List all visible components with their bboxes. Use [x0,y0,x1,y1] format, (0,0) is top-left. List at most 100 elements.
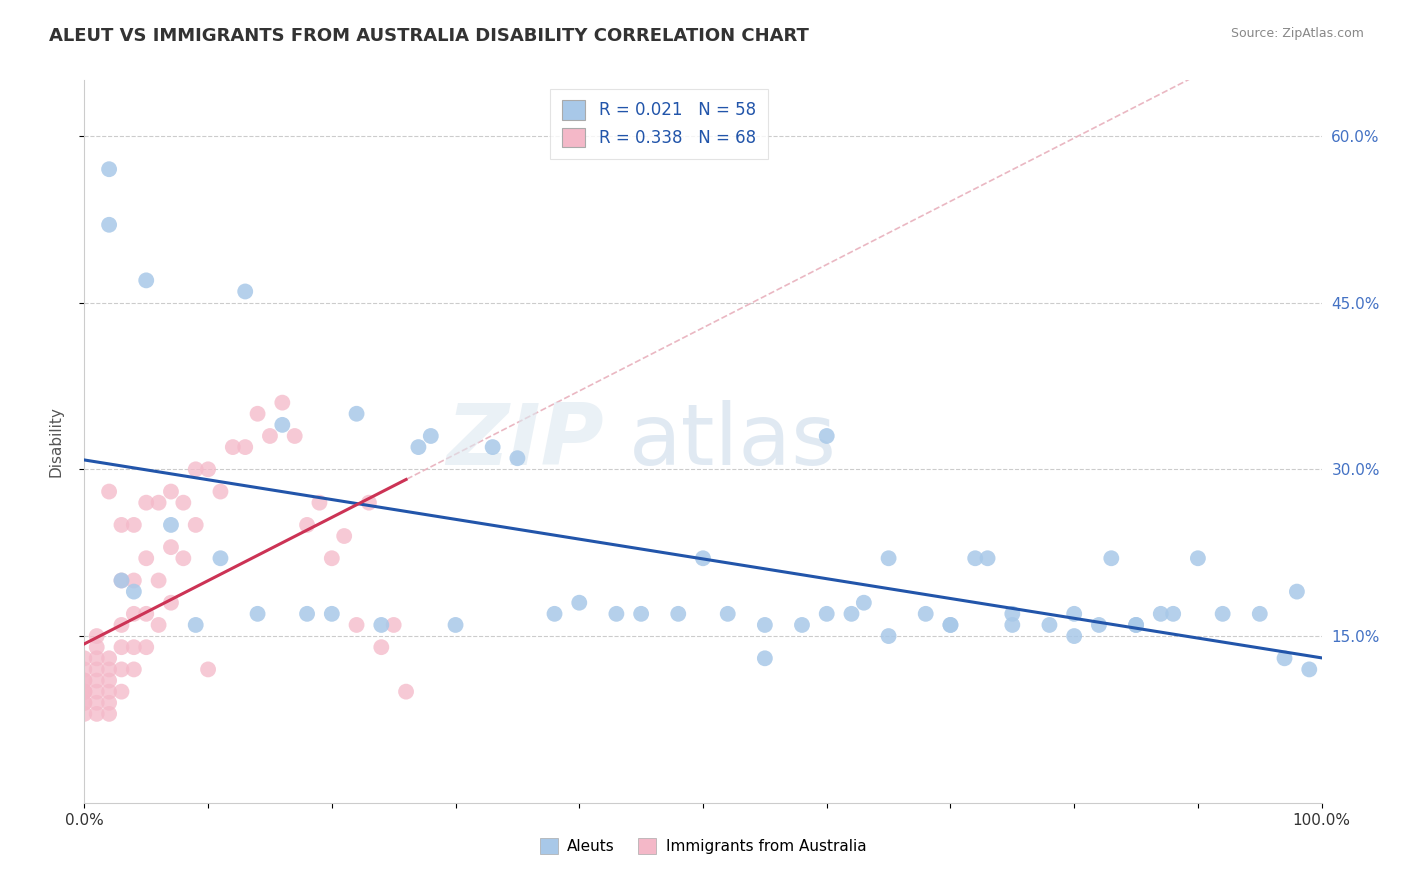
Point [98,484,121,499]
Point [357,496,380,510]
Point [939,618,962,632]
Point [73,696,96,710]
Point [98,673,121,688]
Point [321,607,343,621]
Point [184,618,207,632]
Point [1001,618,1024,632]
Point [86,706,108,721]
Point [110,574,132,588]
Text: ZIP: ZIP [446,400,605,483]
Point [246,607,269,621]
Point [914,607,936,621]
Point [86,673,108,688]
Point [122,517,145,532]
Point [630,607,652,621]
Point [965,551,987,566]
Point [110,640,132,655]
Point [110,684,132,698]
Point [98,706,121,721]
Point [135,551,157,566]
Point [1298,662,1320,676]
Point [98,218,121,232]
Point [877,551,900,566]
Point [939,618,962,632]
Point [222,440,245,454]
Point [197,462,219,476]
Point [98,684,121,698]
Legend: Aleuts, Immigrants from Australia: Aleuts, Immigrants from Australia [534,832,872,860]
Point [841,607,863,621]
Point [73,696,96,710]
Point [110,618,132,632]
Point [692,551,714,566]
Point [73,706,96,721]
Point [1125,618,1147,632]
Point [976,551,998,566]
Point [790,618,813,632]
Point [1285,584,1308,599]
Point [815,429,838,443]
Point [295,517,318,532]
Point [184,517,207,532]
Point [73,684,96,698]
Point [754,618,776,632]
Point [209,484,232,499]
Point [346,407,368,421]
Point [271,395,294,409]
Point [86,696,108,710]
Point [321,551,343,566]
Point [346,618,368,632]
Point [110,662,132,676]
Point [73,673,96,688]
Point [160,517,183,532]
Point [543,607,565,621]
Point [160,596,183,610]
Point [815,607,838,621]
Point [122,584,145,599]
Point [1249,607,1271,621]
Point [852,596,875,610]
Point [295,607,318,621]
Point [122,640,145,655]
Point [1187,551,1209,566]
Point [73,673,96,688]
Point [148,496,170,510]
Point [1125,618,1147,632]
Point [1088,618,1111,632]
Point [73,662,96,676]
Point [370,640,392,655]
Point [172,551,194,566]
Point [259,429,281,443]
Point [877,629,900,643]
Point [308,496,330,510]
Point [172,496,194,510]
Point [1150,607,1173,621]
Point [197,662,219,676]
Point [86,684,108,698]
Point [233,285,256,299]
Point [271,417,294,432]
Point [73,651,96,665]
Y-axis label: Disability: Disability [49,406,63,477]
Point [568,596,591,610]
Point [86,640,108,655]
Point [1161,607,1184,621]
Point [333,529,356,543]
Point [1063,629,1085,643]
Point [370,618,392,632]
Point [419,429,441,443]
Point [98,162,121,177]
Text: atlas: atlas [628,400,837,483]
Point [1001,607,1024,621]
Point [666,607,689,621]
Point [209,551,232,566]
Point [233,440,256,454]
Point [73,684,96,698]
Point [135,273,157,287]
Point [1274,651,1296,665]
Point [717,607,740,621]
Point [135,496,157,510]
Point [98,696,121,710]
Point [246,407,269,421]
Point [148,618,170,632]
